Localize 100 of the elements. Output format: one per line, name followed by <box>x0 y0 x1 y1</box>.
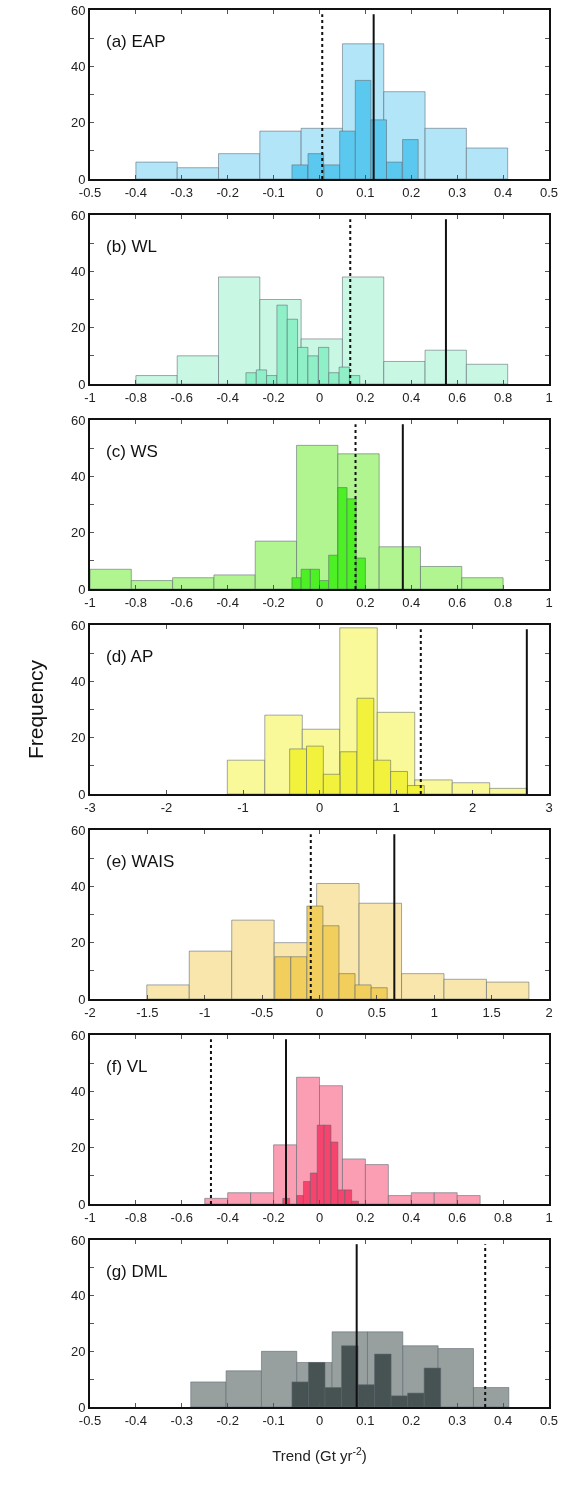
y-tick-label: 40 <box>70 58 86 74</box>
x-tick-label: 0.1 <box>356 1412 375 1428</box>
y-tick-label: 40 <box>70 263 86 279</box>
x-tick-label: 0.4 <box>402 389 421 405</box>
x-tick-label: 0.4 <box>402 1209 421 1225</box>
x-tick-label: -0.4 <box>216 389 239 405</box>
x-tick-label: 0.5 <box>539 184 559 200</box>
y-tick-label: 60 <box>70 617 86 633</box>
x-tick-label: -0.1 <box>262 184 285 200</box>
text: (f) VL <box>106 1057 148 1076</box>
x-tick-label: 0 <box>315 799 324 815</box>
x-tick-label: -0.2 <box>216 184 239 200</box>
x-tick-label: -0.1 <box>262 1412 285 1428</box>
y-tick-label: 0 <box>78 1196 86 1212</box>
y-tick-label: 20 <box>70 730 86 746</box>
x-tick-label: 0.4 <box>402 594 421 610</box>
y-tick-label: 60 <box>70 207 86 223</box>
x-tick-label: 0 <box>315 389 324 405</box>
y-tick-label: 40 <box>70 1288 86 1304</box>
text: (g) DML <box>106 1262 168 1281</box>
x-tick-label: -3 <box>84 799 96 815</box>
x-tick-label: -0.3 <box>170 1412 193 1428</box>
x-tick-label: 1 <box>545 594 553 610</box>
x-tick-label: 2 <box>468 799 477 815</box>
x-tick-label: 0.8 <box>494 1209 513 1225</box>
y-tick-label: 20 <box>70 935 86 951</box>
x-tick-label: -0.4 <box>124 1412 148 1428</box>
x-axis-title: Trend (Gt yr$^{-2}$) <box>272 1444 367 1465</box>
x-tick-label: 0.6 <box>448 594 467 610</box>
x-tick-label: 0 <box>315 1209 324 1225</box>
y-tick-label: 20 <box>70 115 86 131</box>
x-tick-label: 0.8 <box>494 389 513 405</box>
x-tick-label: -0.8 <box>124 389 148 405</box>
y-tick-label: 40 <box>70 673 86 689</box>
x-tick-label: 0.2 <box>356 1209 375 1225</box>
x-tick-label: 0 <box>315 1004 324 1020</box>
x-tick-label: 0 <box>315 1412 324 1428</box>
x-tick-label: -0.4 <box>216 594 239 610</box>
x-tick-label: -0.5 <box>78 1412 102 1428</box>
y-tick-label: 20 <box>70 1140 86 1156</box>
x-tick-label: -1 <box>84 594 96 610</box>
x-tick-label: -0.5 <box>78 184 102 200</box>
y-tick-label: 40 <box>70 1083 86 1099</box>
y-tick-label: 0 <box>78 581 86 597</box>
y-tick-label: 60 <box>70 1027 86 1043</box>
x-tick-label: -0.5 <box>250 1004 274 1020</box>
x-tick-label: 0.3 <box>448 184 467 200</box>
y-tick-label: 60 <box>70 2 86 18</box>
y-axis-title: Frequency <box>23 659 47 760</box>
x-tick-label: 0 <box>315 594 324 610</box>
y-tick-label: 40 <box>70 878 86 894</box>
x-tick-label: 0.2 <box>356 594 375 610</box>
x-tick-label: 0.4 <box>494 1412 513 1428</box>
x-tick-label: -0.2 <box>216 1412 239 1428</box>
x-tick-label: -1 <box>237 799 249 815</box>
x-tick-label: -1 <box>84 389 96 405</box>
x-tick-label: -0.8 <box>124 594 148 610</box>
text: (e) WAIS <box>106 852 175 871</box>
y-tick-label: 0 <box>78 376 86 392</box>
y-tick-label: 60 <box>70 822 86 838</box>
x-tick-label: 0.2 <box>402 1412 421 1428</box>
x-tick-label: 1.5 <box>482 1004 501 1020</box>
x-tick-label: -0.6 <box>170 1209 193 1225</box>
x-tick-label: 3 <box>545 799 553 815</box>
x-tick-label: 1 <box>430 1004 438 1020</box>
y-tick-label: 20 <box>70 525 86 541</box>
x-tick-label: -0.2 <box>262 594 285 610</box>
y-tick-label: 20 <box>70 320 86 336</box>
y-tick-label: 60 <box>70 412 86 428</box>
y-tick-label: 40 <box>70 468 86 484</box>
x-tick-label: -1 <box>198 1004 211 1020</box>
x-tick-label: 0.2 <box>402 184 421 200</box>
x-tick-label: 0.3 <box>448 1412 467 1428</box>
x-tick-label: -0.6 <box>170 389 193 405</box>
x-tick-label: -2 <box>84 1004 96 1020</box>
y-tick-label: 0 <box>78 991 86 1007</box>
x-tick-label: -2 <box>160 799 173 815</box>
x-tick-label: -0.8 <box>124 1209 148 1225</box>
x-tick-label: 0.6 <box>448 1209 467 1225</box>
x-tick-label: 0.6 <box>448 389 467 405</box>
y-tick-label: 0 <box>78 171 86 187</box>
x-tick-label: 0.2 <box>356 389 375 405</box>
x-tick-label: 1 <box>545 1209 553 1225</box>
x-tick-label: 0.1 <box>356 184 375 200</box>
x-tick-label: 0 <box>315 184 324 200</box>
x-tick-label: -0.3 <box>170 184 193 200</box>
text: (a) EAP <box>106 32 166 51</box>
x-tick-label: -1.5 <box>136 1004 159 1020</box>
x-tick-label: 0.8 <box>494 594 513 610</box>
text: (c) WS <box>106 442 158 461</box>
x-tick-label: 2 <box>545 1004 553 1020</box>
x-tick-label: -0.6 <box>170 594 193 610</box>
y-tick-label: 0 <box>78 1399 86 1415</box>
text: (d) AP <box>106 647 154 666</box>
y-tick-label: 0 <box>78 786 86 802</box>
x-tick-label: -0.2 <box>262 1209 285 1225</box>
x-tick-label: -1 <box>84 1209 96 1225</box>
x-tick-label: -0.2 <box>262 389 285 405</box>
x-tick-label: 0.4 <box>494 184 513 200</box>
x-tick-label: 1 <box>392 799 400 815</box>
